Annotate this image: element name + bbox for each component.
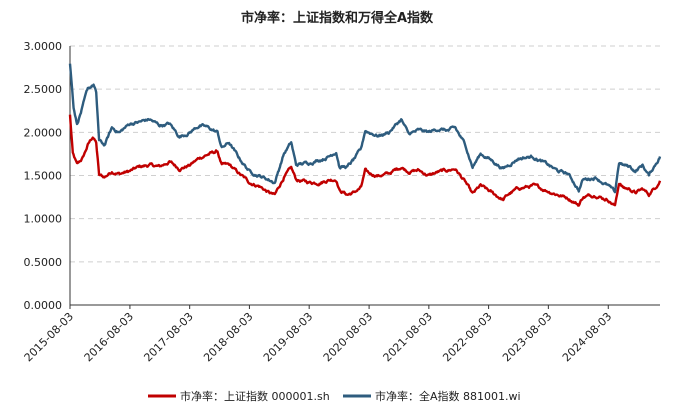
- y-tick-label: 1.5000: [24, 170, 63, 183]
- x-tick-label: 2017-08-03: [141, 310, 195, 364]
- y-tick-label: 3.0000: [24, 40, 63, 53]
- y-axis-tick-labels: 0.0000 0.5000 1.0000 1.5000 2.0000 2.5000 3.00…: [24, 40, 63, 312]
- legend-label-1: 市净率：上证指数 000001.sh: [180, 389, 330, 403]
- x-tick-label: 2024-08-03: [560, 310, 614, 364]
- x-axis-tick-labels: 2015-08-03 2016-08-03 2017-08-03 2018-08-03…: [22, 310, 615, 364]
- x-tick-label: 2022-08-03: [440, 310, 494, 364]
- x-tick-label: 2020-08-03: [321, 310, 375, 364]
- y-tick-label: 0.5000: [24, 256, 63, 269]
- series-line-2: [68, 63, 662, 194]
- axes: [69, 46, 660, 309]
- y-tick-label: 2.5000: [24, 83, 63, 96]
- legend-label-2: 市净率：全A指数 881001.wi: [375, 389, 521, 403]
- chart-title: 市净率：上证指数和万得全A指数: [241, 10, 434, 26]
- series-lines: [68, 63, 662, 207]
- x-tick-label: 2015-08-03: [22, 310, 76, 364]
- x-tick-label: 2019-08-03: [261, 310, 315, 364]
- series-line-1: [68, 114, 662, 207]
- x-tick-label: 2018-08-03: [201, 310, 255, 364]
- y-tick-label: 2.0000: [24, 126, 63, 139]
- x-tick-label: 2021-08-03: [381, 310, 435, 364]
- gridlines: [70, 45, 660, 263]
- legend: 市净率：上证指数 000001.sh 市净率：全A指数 881001.wi: [148, 389, 521, 403]
- x-tick-label: 2016-08-03: [82, 310, 136, 364]
- y-tick-label: 1.0000: [24, 213, 63, 226]
- y-tick-label: 0.0000: [24, 299, 63, 312]
- x-tick-label: 2023-08-03: [500, 310, 554, 364]
